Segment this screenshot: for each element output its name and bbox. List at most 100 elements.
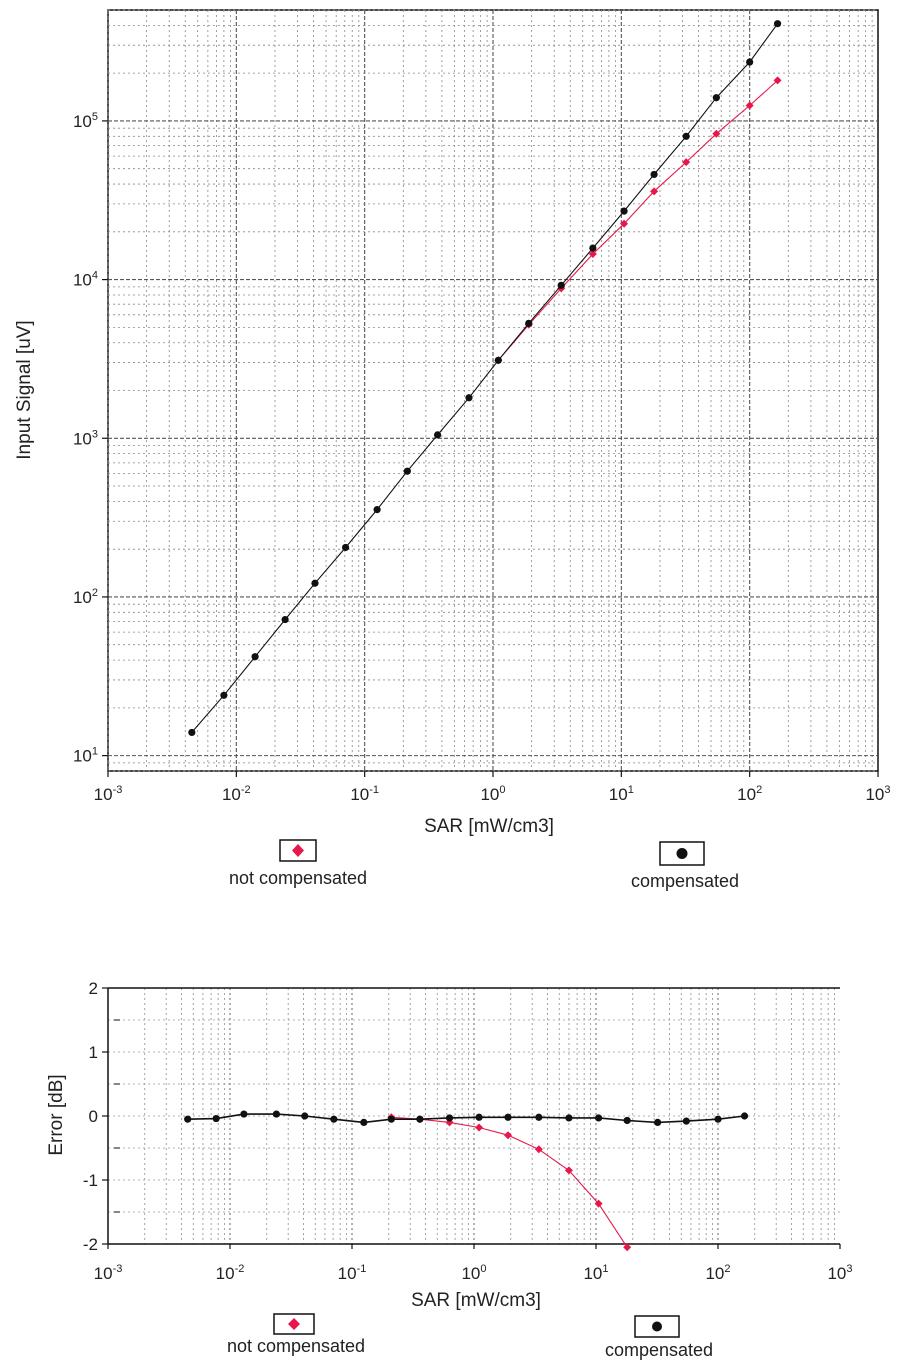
y-tick-labels: 2 1 0 -1 -2 [83,979,120,1254]
x-tick-label: 10-1 [338,1263,367,1283]
data-point [650,187,659,196]
legend-label-not-compensated: not compensated [227,1336,365,1356]
x-tick-label: 101 [609,784,634,804]
legend: not compensated compensated [229,839,739,891]
y-tick-label: 2 [89,979,98,998]
legend-circle-icon [676,848,688,859]
legend-label-compensated: compensated [631,871,739,891]
data-point [745,101,754,110]
tick-base: 10 [480,785,499,804]
y-tick-label: 101 [73,746,98,766]
y-tick-label: 1 [89,1043,98,1062]
data-point [773,76,782,85]
y-tick-label: 0 [89,1107,98,1126]
y-tick-label: 105 [73,111,98,131]
tick-base: 10 [216,1264,235,1283]
legend-label-not-compensated: not compensated [229,868,367,888]
tick-base: 10 [222,785,241,804]
legend-label-compensated: compensated [605,1340,713,1360]
x-tick-label: 103 [827,1263,852,1283]
data-point [240,1110,248,1118]
x-tick-label: 10-1 [350,784,379,804]
data-point [654,1118,662,1126]
y-tick-label: -2 [83,1235,98,1254]
data-point [525,319,533,327]
series-diamond [387,1113,632,1252]
data-point [220,691,228,699]
series-group [184,1110,749,1252]
data-point [445,1114,454,1122]
data-point [589,244,597,252]
data-point [682,158,691,167]
legend-diamond-icon [292,844,304,857]
data-point [387,1115,395,1123]
data-point [712,94,720,102]
y-axis-label: Error [dB] [46,1074,67,1155]
data-point [623,1116,631,1125]
data-point [416,1115,424,1123]
data-point [650,170,658,179]
tick-base: 10 [338,1264,357,1283]
tick-exponent: -1 [369,784,379,796]
chart-error: 10-3 10-2 10-1 100 101 102 103 210-1-2 SAR [mW… [46,979,853,1360]
data-point [714,1115,722,1123]
series-circle [188,20,782,737]
x-tick-label: 102 [705,1263,730,1283]
data-point [740,1112,749,1120]
x-axis-label: SAR [mW/cm3] [411,1290,541,1311]
data-point [534,1145,543,1154]
data-point [341,543,350,552]
tick-base: 10 [865,785,884,804]
tick-base: 10 [73,588,92,607]
data-point [433,431,442,439]
data-point [557,281,565,289]
tick-exponent: 4 [92,270,98,282]
data-point [564,1166,573,1175]
data-point [620,219,629,228]
tick-base: 10 [609,785,628,804]
tick-base: 10 [73,429,92,448]
tick-base: 10 [827,1264,846,1283]
data-point [594,1199,603,1208]
data-point [494,356,502,364]
tick-exponent: 5 [92,111,98,123]
series-circle [184,1110,749,1126]
x-tick-labels: 10-3 10-2 10-1 100 101 102 103 [94,1244,853,1283]
series-group [188,20,782,737]
data-point [712,129,721,138]
data-point [330,1115,338,1123]
x-tick-label: 10-2 [222,784,251,804]
y-tick-label: 104 [73,270,98,290]
tick-base: 10 [73,112,92,131]
legend: not compensated compensated [227,1313,713,1360]
series-line [187,1113,745,1124]
data-point [475,1123,484,1132]
data-point [311,579,319,587]
data-point [184,1115,192,1123]
data-point [588,249,597,258]
tick-base: 10 [94,785,113,804]
data-point [373,506,381,514]
x-tick-label: 10-3 [94,1263,123,1283]
legend-diamond-icon [288,1318,300,1330]
x-axis-label: SAR [mW/cm3] [424,816,554,837]
data-point [465,394,473,402]
tick-exponent: 2 [724,1263,730,1275]
data-point [403,467,411,475]
tick-exponent: -3 [113,784,123,796]
data-point [504,1113,512,1121]
data-point [301,1112,309,1120]
y-tick-label: 103 [73,428,98,448]
y-axis-label: Input Signal [uV] [14,320,35,459]
chart-input-signal: 10-3 10-2 10-1 100 101 102 103 101102103104105… [14,9,891,891]
grid [107,9,878,772]
x-tick-label: 100 [461,1263,486,1283]
tick-exponent: -2 [235,1263,245,1275]
x-tick-label: 101 [583,1263,608,1283]
tick-base: 10 [350,785,369,804]
data-point [594,1114,603,1122]
tick-exponent: 1 [602,1263,608,1275]
y-tick-label: -1 [83,1171,98,1190]
